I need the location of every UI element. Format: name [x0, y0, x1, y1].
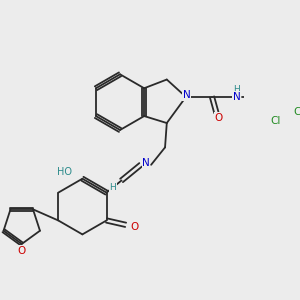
Text: N: N: [232, 92, 240, 102]
Text: O: O: [130, 222, 139, 233]
Text: O: O: [215, 113, 223, 123]
Text: Cl: Cl: [293, 107, 300, 117]
Text: N: N: [142, 158, 150, 168]
Text: H: H: [233, 85, 240, 94]
Text: HO: HO: [57, 167, 72, 177]
Text: H: H: [110, 183, 116, 192]
Text: O: O: [18, 246, 26, 256]
Text: N: N: [183, 90, 191, 100]
Text: Cl: Cl: [270, 116, 281, 126]
